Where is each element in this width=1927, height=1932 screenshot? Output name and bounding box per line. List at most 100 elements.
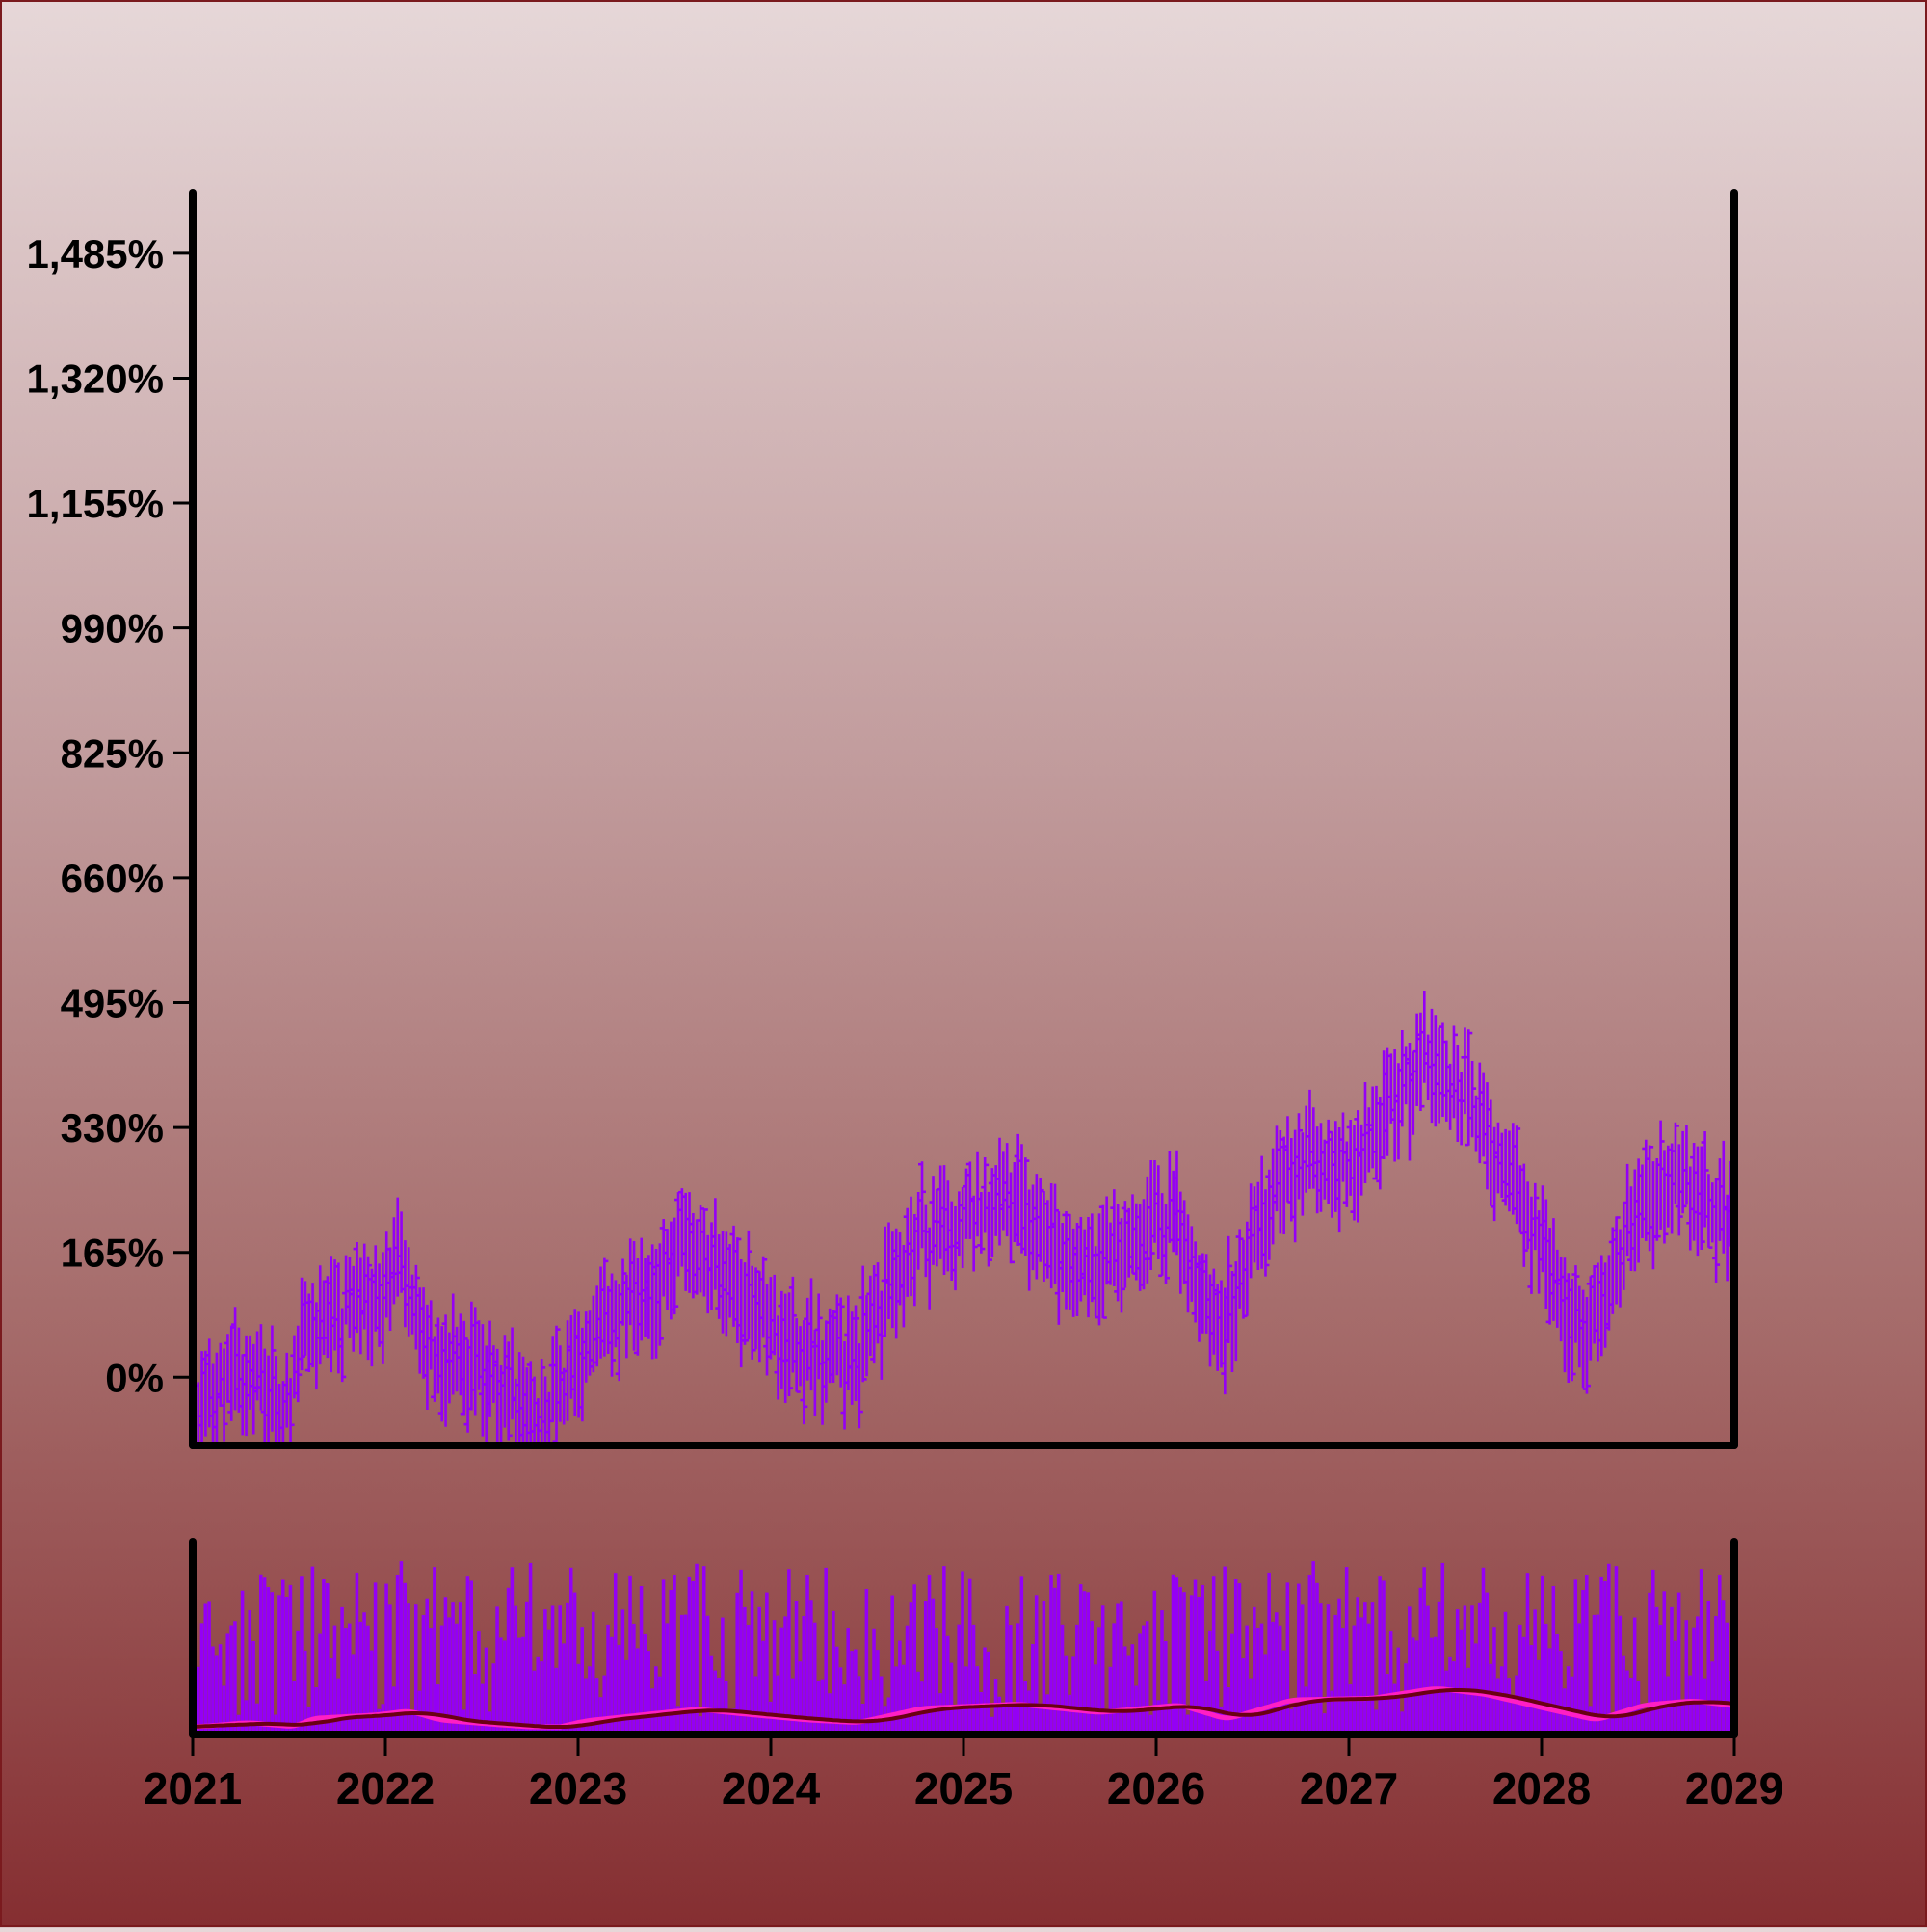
volume-bar bbox=[1178, 1587, 1182, 1734]
volume-bar bbox=[543, 1609, 547, 1734]
volume-bar bbox=[687, 1576, 692, 1734]
volume-bar bbox=[1710, 1661, 1714, 1734]
volume-bar bbox=[495, 1606, 499, 1734]
volume-bar bbox=[1356, 1597, 1359, 1734]
volume-bar bbox=[566, 1602, 569, 1734]
volume-bar bbox=[1547, 1648, 1552, 1734]
volume-bar bbox=[1426, 1605, 1430, 1734]
volume-bar bbox=[1392, 1683, 1397, 1734]
volume-bar bbox=[336, 1678, 341, 1734]
volume-bar bbox=[1322, 1713, 1327, 1734]
volume-bar bbox=[1644, 1708, 1648, 1734]
volume-bar bbox=[961, 1571, 964, 1734]
volume-bar bbox=[1670, 1606, 1674, 1734]
volume-bar bbox=[1319, 1603, 1323, 1734]
volume-bar bbox=[1078, 1584, 1083, 1734]
volume-bar bbox=[284, 1596, 289, 1734]
volume-bar bbox=[491, 1663, 496, 1734]
volume-bar bbox=[1489, 1663, 1492, 1734]
volume-lines bbox=[194, 1686, 1731, 1730]
volume-bar bbox=[1126, 1655, 1131, 1734]
volume-bar bbox=[953, 1705, 958, 1734]
volume-bar bbox=[251, 1641, 255, 1734]
volume-bar bbox=[1108, 1666, 1113, 1734]
volume-bar bbox=[1094, 1664, 1097, 1734]
volume-bar bbox=[1585, 1575, 1589, 1734]
volume-bar bbox=[1082, 1591, 1087, 1734]
volume-bar bbox=[214, 1655, 219, 1734]
volume-bar bbox=[1330, 1690, 1334, 1734]
volume-bar bbox=[344, 1628, 348, 1734]
volume-bar bbox=[842, 1684, 847, 1734]
volume-bar bbox=[1045, 1694, 1049, 1734]
volume-bar bbox=[624, 1659, 628, 1734]
volume-bar bbox=[1090, 1621, 1094, 1734]
volume-bar bbox=[1684, 1620, 1689, 1734]
volume-bar bbox=[458, 1602, 462, 1734]
axes bbox=[189, 189, 1738, 1738]
volume-bar bbox=[1422, 1567, 1426, 1734]
volume-bar bbox=[872, 1628, 876, 1734]
volume-bar bbox=[635, 1648, 640, 1734]
volume-bar bbox=[673, 1575, 676, 1734]
volume-bar bbox=[484, 1647, 488, 1734]
volume-bar bbox=[248, 1610, 252, 1734]
volume-bar bbox=[1009, 1625, 1013, 1734]
volume-bar bbox=[713, 1670, 717, 1734]
x-tick-label: 2024 bbox=[722, 1763, 821, 1813]
volume-bar bbox=[203, 1603, 208, 1734]
volume-bar bbox=[1005, 1605, 1009, 1734]
volume-bar bbox=[1300, 1604, 1305, 1734]
volume-bar bbox=[1676, 1592, 1681, 1734]
volume-bar bbox=[1570, 1676, 1574, 1734]
volume-bar bbox=[366, 1625, 370, 1734]
volume-bar bbox=[647, 1651, 650, 1734]
volume-bar bbox=[588, 1666, 592, 1734]
volume-bar bbox=[735, 1592, 739, 1734]
x-tick-label: 2029 bbox=[1685, 1763, 1783, 1813]
volume-bar bbox=[1692, 1627, 1696, 1734]
volume-bar bbox=[1485, 1592, 1490, 1734]
volume-bar bbox=[816, 1681, 821, 1734]
volume-bar bbox=[1481, 1567, 1486, 1734]
volume-bar bbox=[429, 1628, 433, 1734]
volume-bar bbox=[310, 1566, 315, 1734]
volume-bar bbox=[1452, 1661, 1456, 1734]
volume-bar bbox=[1703, 1678, 1707, 1734]
volume-bar bbox=[1696, 1616, 1700, 1734]
volume-bar bbox=[761, 1640, 765, 1734]
volume-bar bbox=[1031, 1643, 1035, 1734]
volume-bar bbox=[746, 1625, 751, 1734]
volume-bar bbox=[510, 1567, 515, 1734]
volume-bar bbox=[1418, 1587, 1423, 1734]
volume-bar bbox=[373, 1582, 378, 1734]
volume-bar bbox=[654, 1666, 658, 1734]
volume-bar bbox=[1019, 1576, 1024, 1734]
volume-bar bbox=[1433, 1636, 1438, 1734]
y-tick-label: 0% bbox=[105, 1355, 164, 1400]
volume-bar bbox=[824, 1567, 828, 1734]
volume-bar bbox=[1370, 1602, 1375, 1734]
volume-bar bbox=[1699, 1569, 1703, 1734]
volume-bar bbox=[1219, 1706, 1224, 1734]
volume-bar bbox=[580, 1627, 584, 1734]
volume-bar bbox=[1297, 1583, 1301, 1734]
volume-bar bbox=[473, 1674, 477, 1734]
volume-bar bbox=[657, 1676, 662, 1734]
volume-bar bbox=[717, 1677, 721, 1734]
volume-bar bbox=[1278, 1625, 1282, 1734]
volume-bar bbox=[1404, 1663, 1408, 1734]
volume-bar bbox=[683, 1614, 688, 1734]
volume-bar bbox=[912, 1584, 916, 1734]
volume-bar bbox=[1164, 1641, 1168, 1734]
volume-bar bbox=[1651, 1569, 1655, 1734]
volume-bar bbox=[864, 1588, 869, 1734]
volume-bar bbox=[1622, 1655, 1625, 1734]
volume-bar bbox=[1333, 1614, 1337, 1734]
volume-bar bbox=[266, 1587, 271, 1734]
volume-bar bbox=[990, 1716, 994, 1734]
volume-bar bbox=[850, 1651, 854, 1734]
volume-bar bbox=[1459, 1629, 1464, 1734]
volume-bar bbox=[351, 1654, 356, 1734]
x-tick-label: 2028 bbox=[1492, 1763, 1591, 1813]
